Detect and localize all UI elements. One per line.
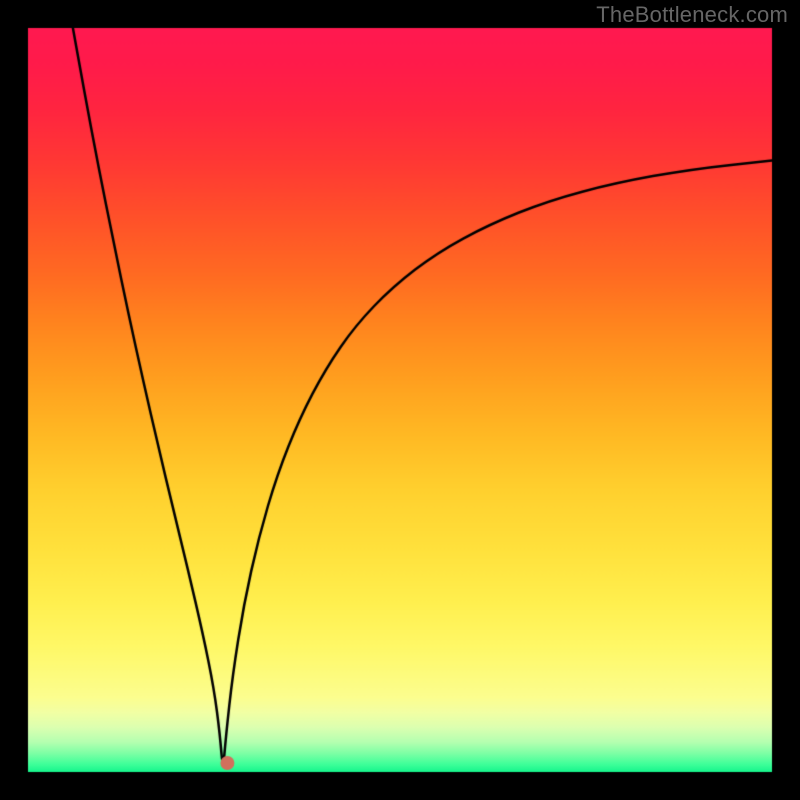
chart-container: TheBottleneck.com [0, 0, 800, 800]
gradient-chart-canvas [0, 0, 800, 800]
watermark-text: TheBottleneck.com [596, 2, 788, 28]
